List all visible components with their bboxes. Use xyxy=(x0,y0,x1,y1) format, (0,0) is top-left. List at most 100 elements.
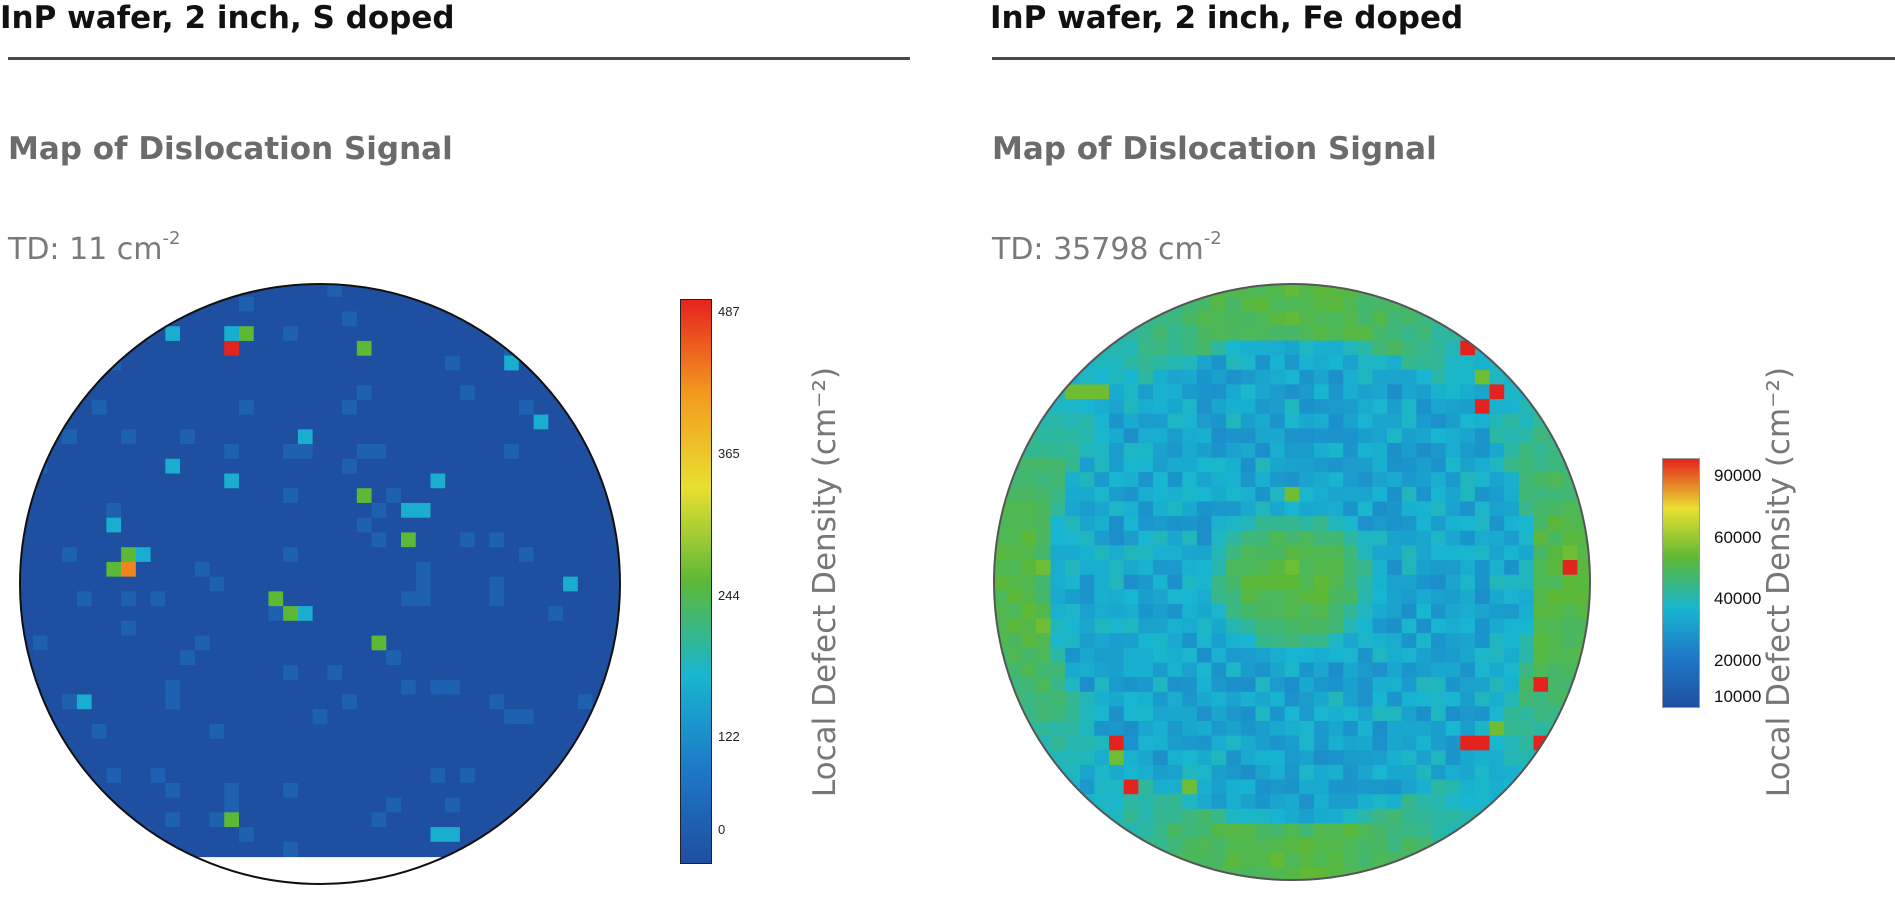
heatmap-cell xyxy=(1021,530,1037,547)
heatmap-cell xyxy=(1577,603,1590,620)
heatmap-cell xyxy=(180,620,196,637)
heatmap-cell xyxy=(342,429,358,445)
heatmap-cell xyxy=(1065,560,1081,576)
heatmap-cell xyxy=(1489,413,1505,429)
heatmap-cell xyxy=(283,782,299,799)
heatmap-cell xyxy=(1240,750,1257,766)
heatmap-cell xyxy=(1240,355,1257,371)
heatmap-cell xyxy=(150,340,166,357)
heatmap-cell xyxy=(1518,677,1535,693)
heatmap-cell xyxy=(1138,867,1154,880)
heatmap-cell xyxy=(327,547,343,563)
heatmap-cell xyxy=(1548,284,1564,298)
heatmap-cell xyxy=(994,779,1008,795)
heatmap-cell xyxy=(1299,486,1315,503)
heatmap-cell xyxy=(1226,706,1242,722)
heatmap-cell xyxy=(459,620,476,637)
heatmap-cell xyxy=(209,591,225,607)
heatmap-cell xyxy=(209,620,225,637)
heatmap-cell xyxy=(1387,867,1403,880)
heatmap-cell xyxy=(1343,603,1359,620)
heatmap-cell xyxy=(76,517,93,534)
heatmap-cell xyxy=(1504,721,1520,737)
heatmap-cell xyxy=(386,532,402,548)
heatmap-cell xyxy=(1123,457,1139,473)
heatmap-cell xyxy=(1152,589,1169,605)
heatmap-cell xyxy=(1299,838,1315,854)
heatmap-cell xyxy=(577,797,594,813)
heatmap-cell xyxy=(297,635,314,651)
heatmap-cell xyxy=(180,502,196,519)
heatmap-cell xyxy=(592,561,608,578)
heatmap-cell xyxy=(327,782,343,799)
heatmap-cell xyxy=(283,827,299,843)
colorbar-tick-label: 90000 xyxy=(1714,466,1762,485)
heatmap-cell xyxy=(607,709,620,725)
heatmap-cell xyxy=(1182,457,1198,473)
heatmap-cell xyxy=(297,326,314,342)
heatmap-cell xyxy=(76,709,93,725)
heatmap-cell xyxy=(1196,545,1213,561)
heatmap-cell xyxy=(1533,706,1549,722)
heatmap-cell xyxy=(1299,325,1315,342)
heatmap-cell xyxy=(1006,794,1022,810)
heatmap-cell xyxy=(1548,355,1564,371)
heatmap-cell xyxy=(1416,545,1432,561)
heatmap-cell xyxy=(401,458,417,475)
heatmap-cell xyxy=(1548,764,1564,781)
heatmap-cell xyxy=(1182,355,1198,371)
heatmap-cell xyxy=(1035,867,1052,880)
heatmap-cell xyxy=(1284,750,1300,766)
heatmap-cell xyxy=(994,808,1008,825)
heatmap-cell xyxy=(268,753,284,769)
panel-s-doped: InP wafer, 2 inch, S doped Map of Disloc… xyxy=(0,0,910,902)
heatmap-cell xyxy=(194,370,211,386)
heatmap-cell xyxy=(32,782,49,799)
heatmap-cell xyxy=(1240,721,1257,737)
heatmap-cell xyxy=(1079,677,1096,693)
heatmap-cell xyxy=(1445,735,1461,751)
heatmap-cell xyxy=(194,326,211,342)
heatmap-cell xyxy=(445,768,461,784)
heatmap-cell xyxy=(165,620,181,637)
heatmap-cell xyxy=(1313,867,1330,880)
heatmap-cell xyxy=(297,606,314,622)
heatmap-cell xyxy=(1138,413,1154,429)
heatmap-cell xyxy=(994,823,1008,839)
heatmap-cell xyxy=(577,606,594,622)
heatmap-cell xyxy=(1401,369,1417,386)
heatmap-cell xyxy=(445,370,461,386)
heatmap-cell xyxy=(1050,867,1066,880)
heatmap-cell xyxy=(563,635,579,651)
heatmap-cell xyxy=(994,369,1008,386)
heatmap-cell xyxy=(150,547,166,563)
heatmap-cell xyxy=(165,606,181,622)
heatmap-cell xyxy=(1035,794,1052,810)
heatmap-cell xyxy=(445,532,461,548)
heatmap-cell xyxy=(1416,516,1432,532)
heatmap-cell xyxy=(1313,399,1330,415)
heatmap-cell xyxy=(1489,691,1505,707)
heatmap-cell xyxy=(1211,355,1227,371)
heatmap-cell xyxy=(76,561,93,578)
heatmap-cell xyxy=(1123,574,1139,590)
heatmap-cell xyxy=(1138,486,1154,503)
heatmap-cell xyxy=(518,709,535,725)
heatmap-cell xyxy=(135,311,152,327)
heatmap-cell xyxy=(253,502,270,519)
heatmap-cell xyxy=(445,738,461,755)
heatmap-cell xyxy=(91,355,107,371)
heatmap-cell xyxy=(577,768,594,784)
heatmap-cell xyxy=(32,370,49,386)
heatmap-cell xyxy=(1313,838,1330,854)
heatmap-cell xyxy=(430,782,446,799)
heatmap-cell xyxy=(1065,618,1081,634)
heatmap-cell xyxy=(180,444,196,460)
heatmap-cell xyxy=(1079,284,1096,298)
heatmap-cell xyxy=(548,532,564,548)
heatmap-cell xyxy=(401,827,417,843)
heatmap-cell xyxy=(1401,677,1417,693)
heatmap-cell xyxy=(342,576,358,592)
heatmap-cell xyxy=(1079,633,1096,649)
heatmap-cell xyxy=(1416,428,1432,444)
